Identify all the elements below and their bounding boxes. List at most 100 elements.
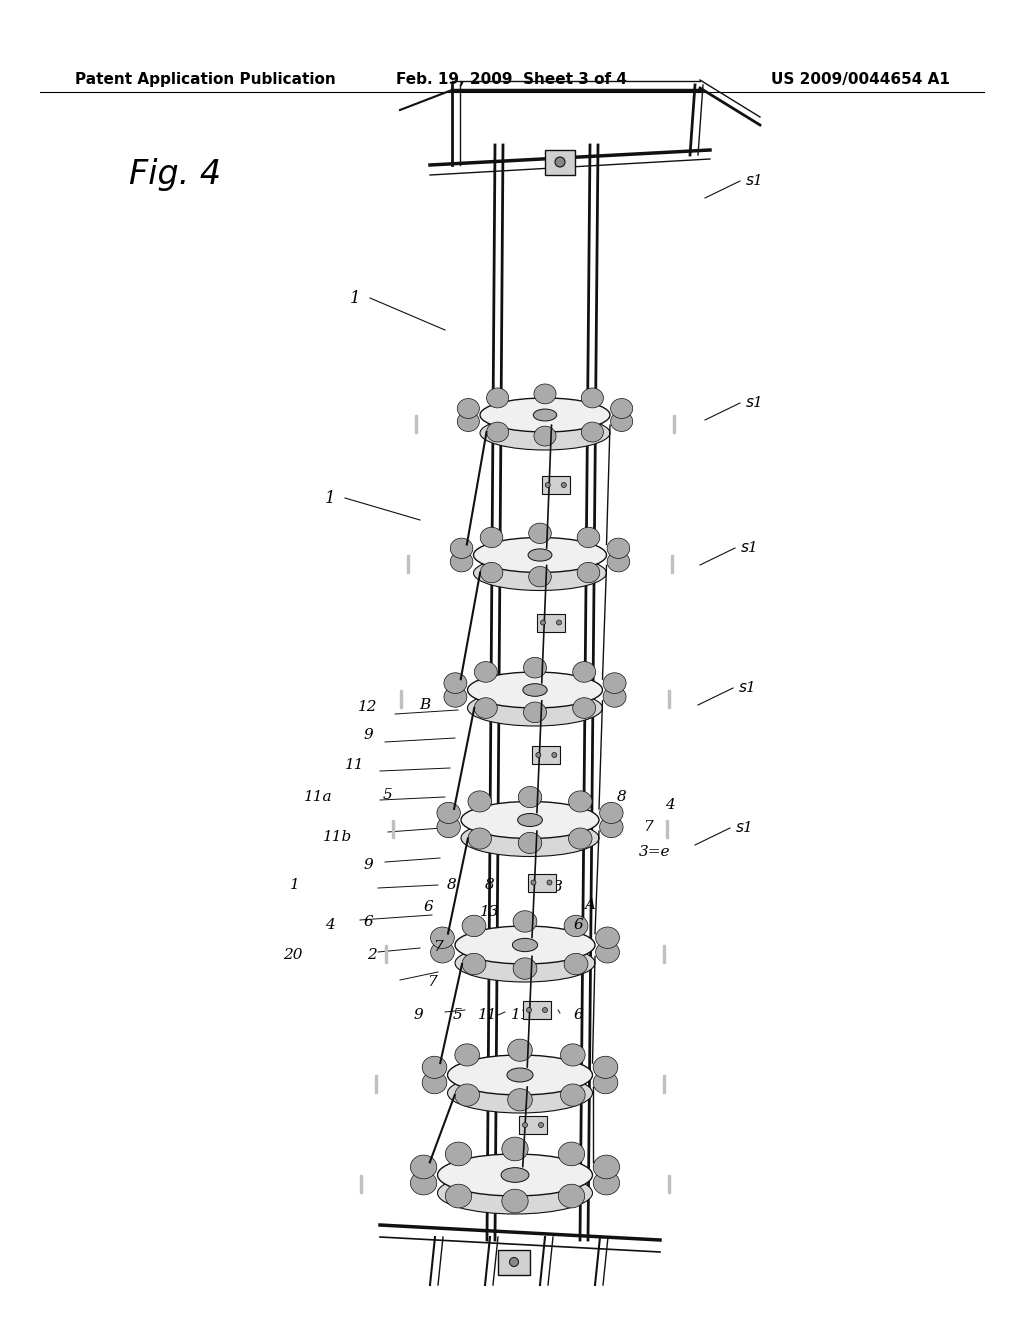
Polygon shape (407, 554, 409, 573)
Bar (542, 477, 569, 494)
Ellipse shape (468, 672, 602, 708)
Ellipse shape (582, 422, 603, 442)
Ellipse shape (458, 412, 479, 432)
Ellipse shape (437, 1172, 593, 1214)
Ellipse shape (523, 702, 547, 722)
Ellipse shape (546, 483, 550, 487)
Text: 3=e: 3=e (639, 845, 671, 859)
Ellipse shape (510, 1258, 518, 1266)
Ellipse shape (501, 1168, 529, 1183)
Ellipse shape (451, 539, 473, 558)
Ellipse shape (451, 552, 473, 572)
Ellipse shape (422, 1072, 446, 1094)
Text: US 2009/0044654 A1: US 2009/0044654 A1 (771, 73, 950, 87)
Ellipse shape (455, 944, 595, 982)
Ellipse shape (528, 523, 551, 544)
Text: 11: 11 (478, 1008, 498, 1022)
Ellipse shape (411, 1155, 437, 1179)
Ellipse shape (547, 880, 552, 884)
Text: 11: 11 (345, 758, 365, 772)
Ellipse shape (572, 698, 596, 718)
Ellipse shape (560, 1044, 585, 1067)
Ellipse shape (568, 828, 592, 849)
Ellipse shape (445, 1184, 472, 1208)
Ellipse shape (572, 661, 596, 682)
Ellipse shape (411, 1171, 437, 1195)
Text: 6: 6 (364, 915, 373, 929)
Bar (545, 150, 575, 176)
Text: 5: 5 (454, 1008, 463, 1022)
Text: 8: 8 (617, 789, 627, 804)
Polygon shape (666, 820, 668, 838)
Text: Fig. 4: Fig. 4 (129, 158, 221, 191)
Ellipse shape (603, 686, 626, 708)
Text: 7: 7 (433, 940, 442, 954)
Ellipse shape (607, 539, 630, 558)
Ellipse shape (486, 388, 509, 408)
Text: 1: 1 (349, 290, 360, 308)
Ellipse shape (539, 1122, 544, 1127)
Ellipse shape (518, 787, 542, 808)
Ellipse shape (555, 157, 565, 168)
Ellipse shape (522, 1122, 527, 1127)
Text: 6: 6 (573, 1008, 583, 1022)
Ellipse shape (526, 1007, 531, 1012)
Ellipse shape (534, 426, 556, 446)
Polygon shape (400, 690, 402, 708)
Ellipse shape (564, 915, 588, 937)
Ellipse shape (458, 399, 479, 418)
Ellipse shape (596, 927, 620, 949)
Ellipse shape (507, 1068, 534, 1082)
Ellipse shape (468, 791, 492, 812)
Ellipse shape (445, 1142, 472, 1166)
Ellipse shape (462, 953, 485, 974)
Polygon shape (663, 1074, 665, 1093)
Ellipse shape (578, 527, 600, 548)
Ellipse shape (560, 1084, 585, 1106)
Text: 8: 8 (447, 878, 457, 892)
Ellipse shape (523, 657, 547, 678)
Ellipse shape (552, 752, 557, 758)
Ellipse shape (474, 698, 498, 718)
Text: 7: 7 (643, 820, 653, 834)
Ellipse shape (473, 537, 606, 573)
Ellipse shape (610, 399, 633, 418)
Ellipse shape (468, 828, 492, 849)
Ellipse shape (462, 915, 485, 937)
Ellipse shape (543, 1007, 548, 1012)
Ellipse shape (523, 684, 547, 697)
Text: 11e: 11e (511, 1008, 540, 1022)
Text: 4: 4 (326, 917, 335, 932)
Ellipse shape (541, 620, 546, 624)
Text: 6: 6 (573, 917, 583, 932)
Text: 12: 12 (358, 700, 378, 714)
Ellipse shape (528, 549, 552, 561)
Ellipse shape (461, 820, 599, 857)
Text: $s$1: $s$1 (745, 395, 762, 411)
Polygon shape (668, 1175, 670, 1193)
Ellipse shape (422, 1056, 446, 1078)
Bar (519, 1115, 547, 1134)
Ellipse shape (480, 562, 503, 582)
Text: 8: 8 (485, 878, 495, 892)
Ellipse shape (558, 1142, 585, 1166)
Ellipse shape (556, 620, 561, 624)
Ellipse shape (502, 1189, 528, 1213)
Ellipse shape (582, 388, 603, 408)
Ellipse shape (437, 817, 461, 838)
Polygon shape (671, 554, 673, 573)
Ellipse shape (558, 1184, 585, 1208)
Ellipse shape (578, 562, 600, 582)
Ellipse shape (437, 1154, 593, 1196)
Ellipse shape (600, 803, 623, 824)
Ellipse shape (607, 552, 630, 572)
Ellipse shape (455, 927, 595, 964)
Ellipse shape (561, 483, 566, 487)
Text: $s$1: $s$1 (745, 173, 762, 187)
Ellipse shape (430, 941, 455, 964)
Ellipse shape (534, 409, 557, 421)
Ellipse shape (593, 1072, 617, 1094)
Polygon shape (392, 820, 394, 838)
Ellipse shape (461, 801, 599, 838)
Ellipse shape (474, 661, 498, 682)
